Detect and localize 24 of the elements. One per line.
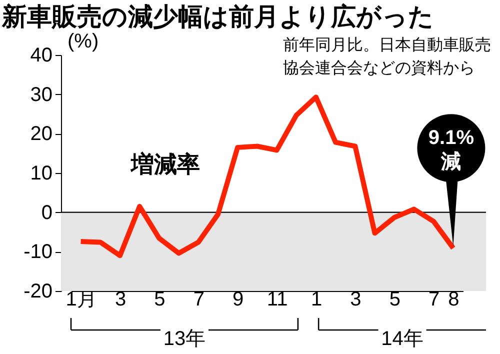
x-tick-label: 5 — [389, 288, 400, 310]
x-tick-label: 7 — [428, 288, 440, 310]
chart-subtitle: 前年同月比。日本自動車販売協会連合会などの資料から — [283, 36, 491, 77]
x-tick-label: 3 — [350, 288, 362, 310]
x-tick-label: 3 — [114, 288, 126, 310]
y-tick-label: 20 — [30, 123, 52, 146]
y-tick-label: -20 — [24, 280, 52, 302]
y-tick-label: 0 — [41, 202, 52, 224]
series-label: 増減率 — [130, 151, 200, 177]
x-tick-label: 1 — [310, 288, 322, 310]
x-tick-label: 5 — [154, 288, 166, 310]
text: 14年 — [381, 328, 424, 350]
y-tick-label: 30 — [30, 84, 52, 106]
x-tick-label: 9 — [232, 288, 244, 310]
x-tick-label: 11 — [266, 288, 288, 310]
x-tick-label: 7 — [193, 288, 204, 310]
y-tick-label: -10 — [24, 241, 52, 264]
text: 13年 — [163, 328, 206, 350]
x-tick-label: 8 — [448, 288, 460, 310]
y-tick-label: 10 — [30, 162, 52, 184]
y-tick-label: 40 — [30, 44, 52, 66]
annotation: 9.1%減 — [428, 127, 474, 174]
chart-title: 新車販売の減少幅は前月より広がった — [1, 3, 434, 31]
y-axis-title: (%) — [68, 30, 99, 52]
